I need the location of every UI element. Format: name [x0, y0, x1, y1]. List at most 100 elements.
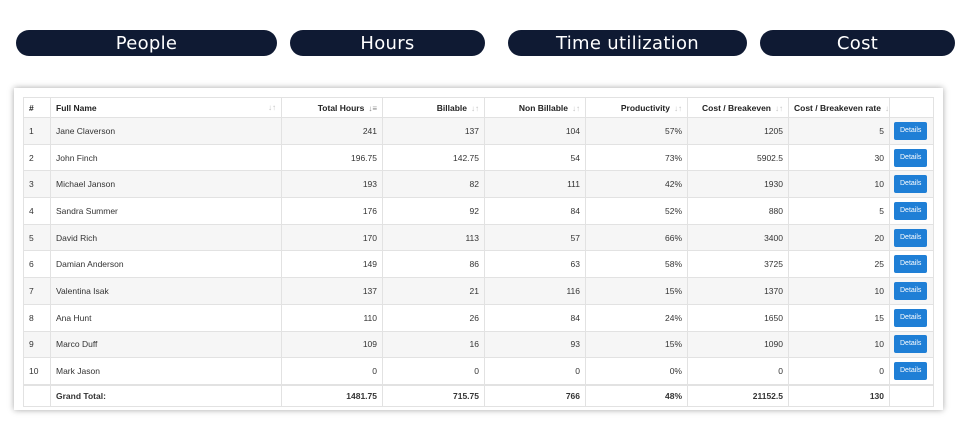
cell-non-billable: 54 [484, 143, 586, 172]
grand-total-non-billable: 766 [484, 383, 586, 407]
sort-icon: ↓↑ [268, 102, 276, 112]
cell-total-hours: 110 [281, 303, 383, 332]
cell-billable: 86 [382, 250, 485, 279]
sort-icon: ↓↑ [572, 103, 580, 113]
cell-full-name: Valentina Isak [50, 277, 282, 305]
col-header-productivity[interactable]: Productivity ↓↑ [585, 97, 688, 118]
details-button[interactable]: Details [894, 281, 928, 300]
cell-full-name: Michael Janson [50, 170, 282, 199]
people-table: # Full Name ↓↑ Total Hours ↓≡ Billable ↓↑ N… [23, 97, 934, 407]
cell-non-billable: 104 [484, 117, 586, 145]
col-header-non-billable[interactable]: Non Billable ↓↑ [484, 97, 586, 118]
cell-billable: 92 [382, 197, 485, 225]
cell-total-hours: 241 [281, 117, 383, 145]
cell-billable: 142.75 [382, 143, 485, 172]
cell-cost-breakeven-rate: 15 [788, 303, 890, 332]
grand-total-row: Grand Total: 1481.75 715.75 766 48% 2115… [23, 383, 934, 407]
cell-full-name: Sandra Summer [50, 197, 282, 225]
grand-total-rate: 130 [788, 383, 890, 407]
col-header-actions [889, 97, 934, 118]
tab-people[interactable]: People [16, 30, 277, 56]
table-row: 5 David Rich 170 113 57 66% 3400 20 Details [23, 223, 934, 252]
cell-total-hours: 176 [281, 197, 383, 225]
cell-productivity: 24% [585, 303, 688, 332]
cell-number: 2 [23, 143, 51, 172]
cell-number: 7 [23, 277, 51, 305]
cell-actions: Details [889, 277, 934, 305]
grand-total-hours: 1481.75 [281, 383, 383, 407]
cell-non-billable: 111 [484, 170, 586, 199]
cell-non-billable: 116 [484, 277, 586, 305]
cell-billable: 26 [382, 303, 485, 332]
cell-cost-breakeven-rate: 30 [788, 143, 890, 172]
tab-hours[interactable]: Hours [290, 30, 485, 56]
cell-cost-breakeven-rate: 5 [788, 197, 890, 225]
grand-total-productivity: 48% [585, 383, 688, 407]
col-header-billable[interactable]: Billable ↓↑ [382, 97, 485, 118]
cell-non-billable: 63 [484, 250, 586, 279]
table-row: 6 Damian Anderson 149 86 63 58% 3725 25 Details [23, 250, 934, 279]
cell-number: 5 [23, 223, 51, 252]
table-header-row: # Full Name ↓↑ Total Hours ↓≡ Billable ↓↑ N… [23, 97, 934, 118]
details-button[interactable]: Details [894, 335, 928, 354]
cell-cost-breakeven: 880 [687, 197, 789, 225]
table-row: 4 Sandra Summer 176 92 84 52% 880 5 Details [23, 197, 934, 225]
cell-number: 9 [23, 330, 51, 359]
details-button[interactable]: Details [894, 148, 928, 167]
table-row: 3 Michael Janson 193 82 111 42% 1930 10 Details [23, 170, 934, 199]
cell-total-hours: 0 [281, 357, 383, 386]
tab-cost[interactable]: Cost [760, 30, 955, 56]
cell-total-hours: 193 [281, 170, 383, 199]
cell-number: 1 [23, 117, 51, 145]
cell-cost-breakeven: 1205 [687, 117, 789, 145]
cell-total-hours: 196.75 [281, 143, 383, 172]
details-button[interactable]: Details [894, 308, 928, 327]
sort-icon: ↓↑ [471, 103, 479, 113]
cell-cost-breakeven: 1090 [687, 330, 789, 359]
cell-actions: Details [889, 223, 934, 252]
cell-productivity: 58% [585, 250, 688, 279]
table-row: 9 Marco Duff 109 16 93 15% 1090 10 Details [23, 330, 934, 359]
details-button[interactable]: Details [894, 362, 928, 381]
cell-full-name: Ana Hunt [50, 303, 282, 332]
details-button[interactable]: Details [894, 228, 928, 247]
col-header-number[interactable]: # [23, 97, 51, 118]
tab-label: People [115, 32, 178, 54]
cell-billable: 21 [382, 277, 485, 305]
table-row: 7 Valentina Isak 137 21 116 15% 1370 10 Details [23, 277, 934, 305]
tab-time-utilization[interactable]: Time utilization [508, 30, 747, 56]
sort-desc-icon: ↓≡ [368, 103, 377, 113]
cell-cost-breakeven-rate: 25 [788, 250, 890, 279]
col-header-cost-breakeven-rate[interactable]: Cost / Breakeven rate↓↑ [788, 97, 890, 118]
cell-full-name: Mark Jason [50, 357, 282, 386]
table-row: 8 Ana Hunt 110 26 84 24% 1650 15 Details [23, 303, 934, 332]
tab-label: Time utilization [556, 32, 699, 54]
cell-actions: Details [889, 197, 934, 225]
cell-productivity: 0% [585, 357, 688, 386]
cell-non-billable: 0 [484, 357, 586, 386]
tab-label: Hours [360, 32, 415, 54]
details-button[interactable]: Details [894, 175, 928, 194]
cell-non-billable: 84 [484, 303, 586, 332]
details-button[interactable]: Details [894, 121, 928, 140]
cell-productivity: 66% [585, 223, 688, 252]
cell-full-name: Jane Claverson [50, 117, 282, 145]
cell-total-hours: 170 [281, 223, 383, 252]
cell-productivity: 73% [585, 143, 688, 172]
cell-number: 8 [23, 303, 51, 332]
cell-number: 4 [23, 197, 51, 225]
col-header-full-name[interactable]: Full Name ↓↑ [50, 97, 282, 118]
grand-total-blank [23, 383, 51, 407]
grand-total-label: Grand Total: [50, 383, 282, 407]
details-button[interactable]: Details [894, 201, 928, 220]
cell-actions: Details [889, 303, 934, 332]
col-header-cost-breakeven[interactable]: Cost / Breakeven ↓↑ [687, 97, 789, 118]
cell-billable: 137 [382, 117, 485, 145]
cell-cost-breakeven-rate: 10 [788, 170, 890, 199]
cell-cost-breakeven: 1370 [687, 277, 789, 305]
col-header-total-hours[interactable]: Total Hours ↓≡ [281, 97, 383, 118]
details-button[interactable]: Details [894, 255, 928, 274]
cell-non-billable: 57 [484, 223, 586, 252]
cell-total-hours: 137 [281, 277, 383, 305]
cell-cost-breakeven: 1930 [687, 170, 789, 199]
